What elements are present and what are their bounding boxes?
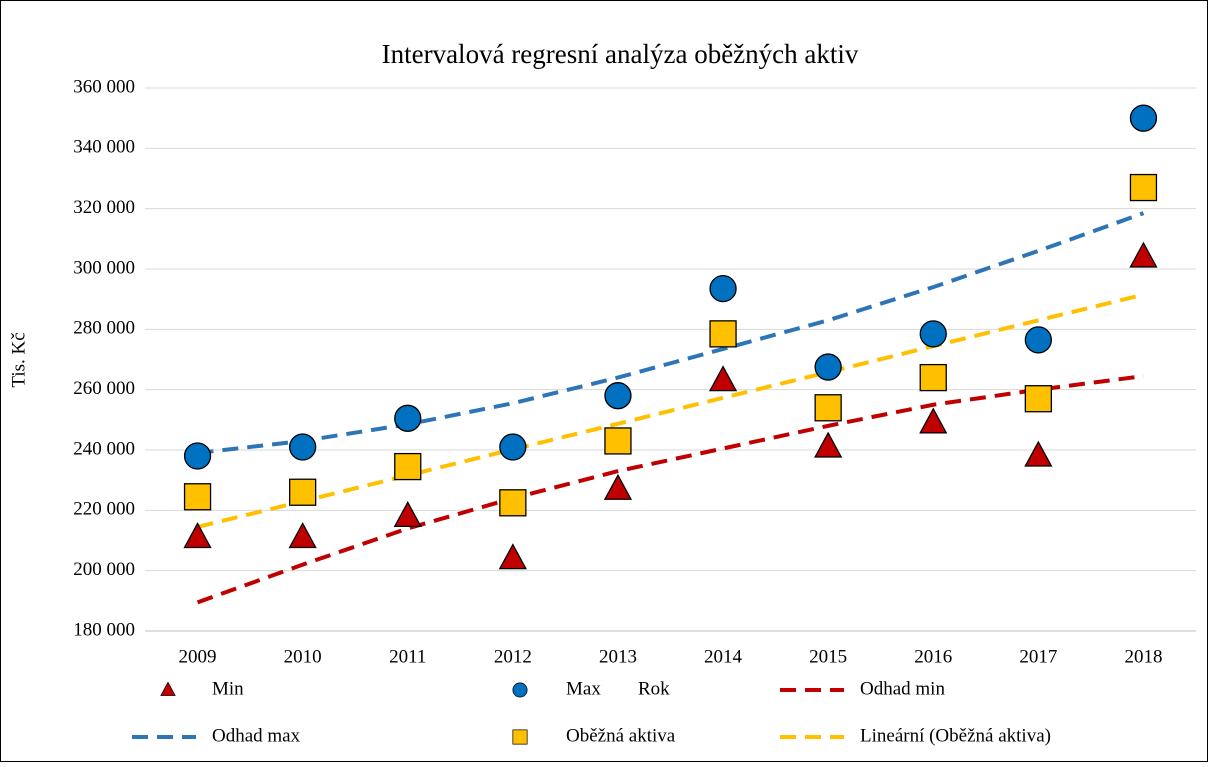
point	[814, 394, 842, 422]
y-tick-label: 300 000	[73, 257, 135, 278]
x-tick-label: 2010	[284, 646, 322, 667]
point	[919, 407, 948, 434]
legend-label: Odhad min	[860, 678, 945, 699]
x-tick-label: 2011	[389, 646, 426, 667]
x-tick-label: 2018	[1124, 646, 1162, 667]
point	[919, 363, 947, 392]
legend-label: Oběžná aktiva	[566, 725, 676, 746]
x-tick-label: 2009	[179, 646, 217, 667]
y-tick-label: 320 000	[73, 197, 135, 218]
legend-label: Lineární (Oběžná aktiva)	[860, 725, 1051, 746]
point	[604, 382, 632, 410]
x-tick-label: 2012	[494, 646, 532, 667]
point	[603, 473, 633, 500]
point	[1129, 241, 1158, 268]
point	[183, 522, 212, 549]
legend-marker	[160, 681, 176, 696]
point	[709, 320, 737, 348]
legend-label: Max	[566, 678, 601, 699]
point	[183, 442, 212, 470]
legend-label: Odhad max	[212, 725, 301, 746]
y-tick-label: 340 000	[73, 137, 135, 158]
legend-marker	[512, 682, 528, 698]
point	[499, 433, 527, 461]
point	[919, 320, 947, 348]
point	[288, 478, 317, 506]
legend-label: Rok	[638, 678, 670, 699]
y-tick-label: 360 000	[73, 76, 135, 97]
y-tick-label: 260 000	[73, 378, 135, 399]
point	[288, 522, 317, 549]
point	[604, 427, 632, 455]
chart-title: Intervalová regresní analýza oběžných ak…	[382, 39, 859, 69]
x-tick-label: 2016	[914, 646, 952, 667]
point	[814, 431, 843, 458]
point	[393, 501, 422, 528]
x-tick-label: 2014	[704, 646, 743, 667]
point	[1129, 104, 1158, 132]
point	[1024, 326, 1052, 354]
point	[709, 274, 737, 303]
y-tick-label: 240 000	[73, 438, 135, 459]
point	[499, 489, 527, 517]
point	[1024, 385, 1052, 413]
y-tick-label: 180 000	[73, 619, 135, 640]
y-tick-label: 200 000	[73, 559, 135, 580]
point	[394, 404, 422, 432]
point	[1129, 173, 1158, 202]
point	[183, 483, 212, 511]
legend-label: Min	[212, 678, 244, 699]
x-tick-label: 2017	[1019, 646, 1057, 667]
trend-line	[197, 211, 1145, 456]
x-tick-label: 2013	[599, 646, 637, 667]
point	[288, 433, 317, 461]
trend-line	[197, 292, 1144, 529]
point	[498, 543, 527, 570]
y-tick-label: 280 000	[73, 318, 135, 339]
point	[394, 452, 422, 481]
legend-marker	[512, 729, 528, 745]
x-tick-label: 2015	[809, 646, 847, 667]
y-tick-label: 220 000	[73, 499, 135, 520]
point	[1024, 440, 1053, 467]
point	[708, 365, 738, 392]
y-axis-label: Tis. Kč	[8, 332, 29, 387]
point	[814, 353, 842, 381]
